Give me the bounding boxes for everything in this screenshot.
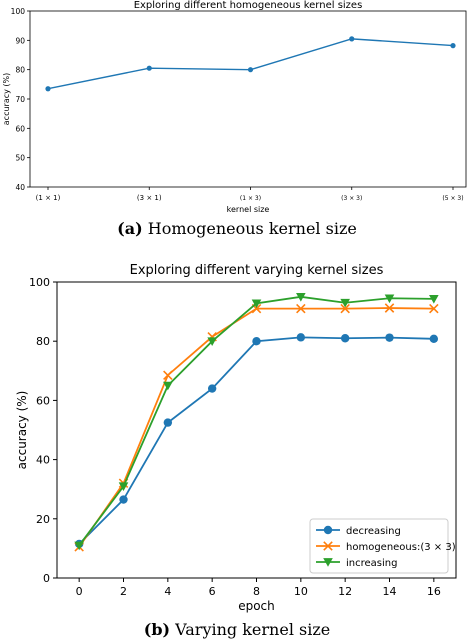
caption-label: (a) — [117, 219, 143, 238]
data-point-circle — [385, 333, 394, 342]
series-line — [47, 38, 454, 90]
data-point-circle — [163, 418, 173, 427]
x-tick-label: 8 — [253, 585, 260, 598]
data-point-circle — [207, 384, 217, 393]
x-tick-label: 0 — [76, 585, 83, 598]
y-tick-label: 60 — [15, 124, 25, 133]
y-tick-label: 50 — [15, 154, 25, 163]
x-tick-label: 2 — [120, 585, 127, 598]
data-point-triangle-down — [340, 298, 350, 308]
data-point — [247, 67, 254, 73]
series-line-circle — [78, 336, 434, 545]
data-point — [450, 43, 456, 49]
data-point-x — [340, 303, 350, 314]
data-point-x — [384, 303, 395, 313]
chart-title: Exploring different homogeneous kernel s… — [134, 0, 363, 11]
caption-text: Varying kernel size — [175, 620, 331, 639]
legend-box — [309, 518, 449, 574]
y-tick-label: 70 — [15, 95, 25, 104]
data-point-triangle-down — [384, 294, 395, 304]
data-point-triangle-down — [163, 381, 173, 391]
x-tick-label: 10 — [294, 585, 308, 598]
data-point-x — [429, 303, 439, 314]
legend-marker — [323, 541, 333, 551]
y-tick-label: 80 — [15, 66, 25, 75]
data-point — [146, 65, 152, 71]
y-tick-label: 80 — [36, 335, 50, 348]
chart-panel-homogeneous: Exploring different homogeneous kernel s… — [0, 0, 474, 224]
data-point-circle — [429, 334, 439, 344]
plot-frame — [29, 10, 467, 188]
data-point-circle — [340, 334, 350, 343]
y-axis-label: accuracy (%) — [15, 391, 29, 470]
x-axis-label: epoch — [238, 599, 275, 613]
data-point-x — [163, 370, 173, 381]
x-tick-label: (1 × 1) — [36, 194, 61, 202]
data-point-circle — [252, 337, 261, 346]
legend-label: homogeneous:(3 × 3) — [346, 542, 456, 553]
data-point-x — [296, 303, 306, 314]
legend-marker — [323, 525, 333, 535]
legend-label: increasing — [346, 558, 397, 569]
x-tick-label: (3 × 1) — [137, 194, 162, 202]
data-point-triangle-down — [429, 295, 439, 304]
y-tick-label: 90 — [15, 36, 25, 45]
y-tick-label: 40 — [15, 183, 25, 192]
y-tick-label: 60 — [36, 394, 50, 407]
y-tick-label: 20 — [36, 513, 50, 526]
x-tick-label: 14 — [383, 585, 397, 598]
data-point-triangle-down — [118, 482, 129, 492]
data-point-triangle-down — [296, 292, 306, 302]
varying-kernel-chart: Exploring different varying kernel sizes… — [15, 263, 457, 613]
caption-text: Homogeneous kernel size — [147, 219, 357, 238]
caption-varying: (b) Varying kernel size — [0, 620, 474, 639]
data-point-triangle-down — [251, 299, 262, 309]
x-tick-label: (5 × 3) — [442, 195, 463, 202]
data-point-triangle-down — [207, 337, 217, 346]
data-point-circle — [296, 333, 306, 342]
y-axis-label: accuracy (%) — [2, 73, 11, 125]
caption-homogeneous: (a) Homogeneous kernel size — [0, 219, 474, 238]
y-tick-label: 40 — [36, 454, 50, 467]
y-tick-label: 100 — [11, 7, 26, 16]
data-point-triangle-down — [74, 541, 84, 551]
y-tick-label: 100 — [29, 276, 50, 289]
data-point — [45, 86, 51, 92]
y-tick-label: 0 — [43, 572, 50, 585]
legend-label: decreasing — [346, 526, 401, 537]
x-tick-label: 6 — [209, 585, 216, 598]
chart-title: Exploring different varying kernel sizes — [130, 263, 384, 278]
data-point-circle — [119, 495, 128, 504]
x-tick-label: 4 — [164, 585, 171, 598]
legend-marker — [323, 558, 333, 567]
x-tick-label: 16 — [427, 585, 441, 598]
chart-panel-varying: Exploring different varying kernel sizes… — [0, 255, 474, 624]
x-tick-label: (1 × 3) — [240, 195, 261, 202]
data-point — [349, 36, 355, 42]
caption-label: (b) — [143, 620, 171, 639]
series-line-triangle-down — [78, 295, 434, 546]
homogeneous-kernel-chart: Exploring different homogeneous kernel s… — [2, 0, 467, 214]
x-tick-label: (3 × 3) — [341, 195, 362, 202]
x-tick-label: 12 — [338, 585, 352, 598]
x-axis-label: kernel size — [227, 205, 270, 214]
